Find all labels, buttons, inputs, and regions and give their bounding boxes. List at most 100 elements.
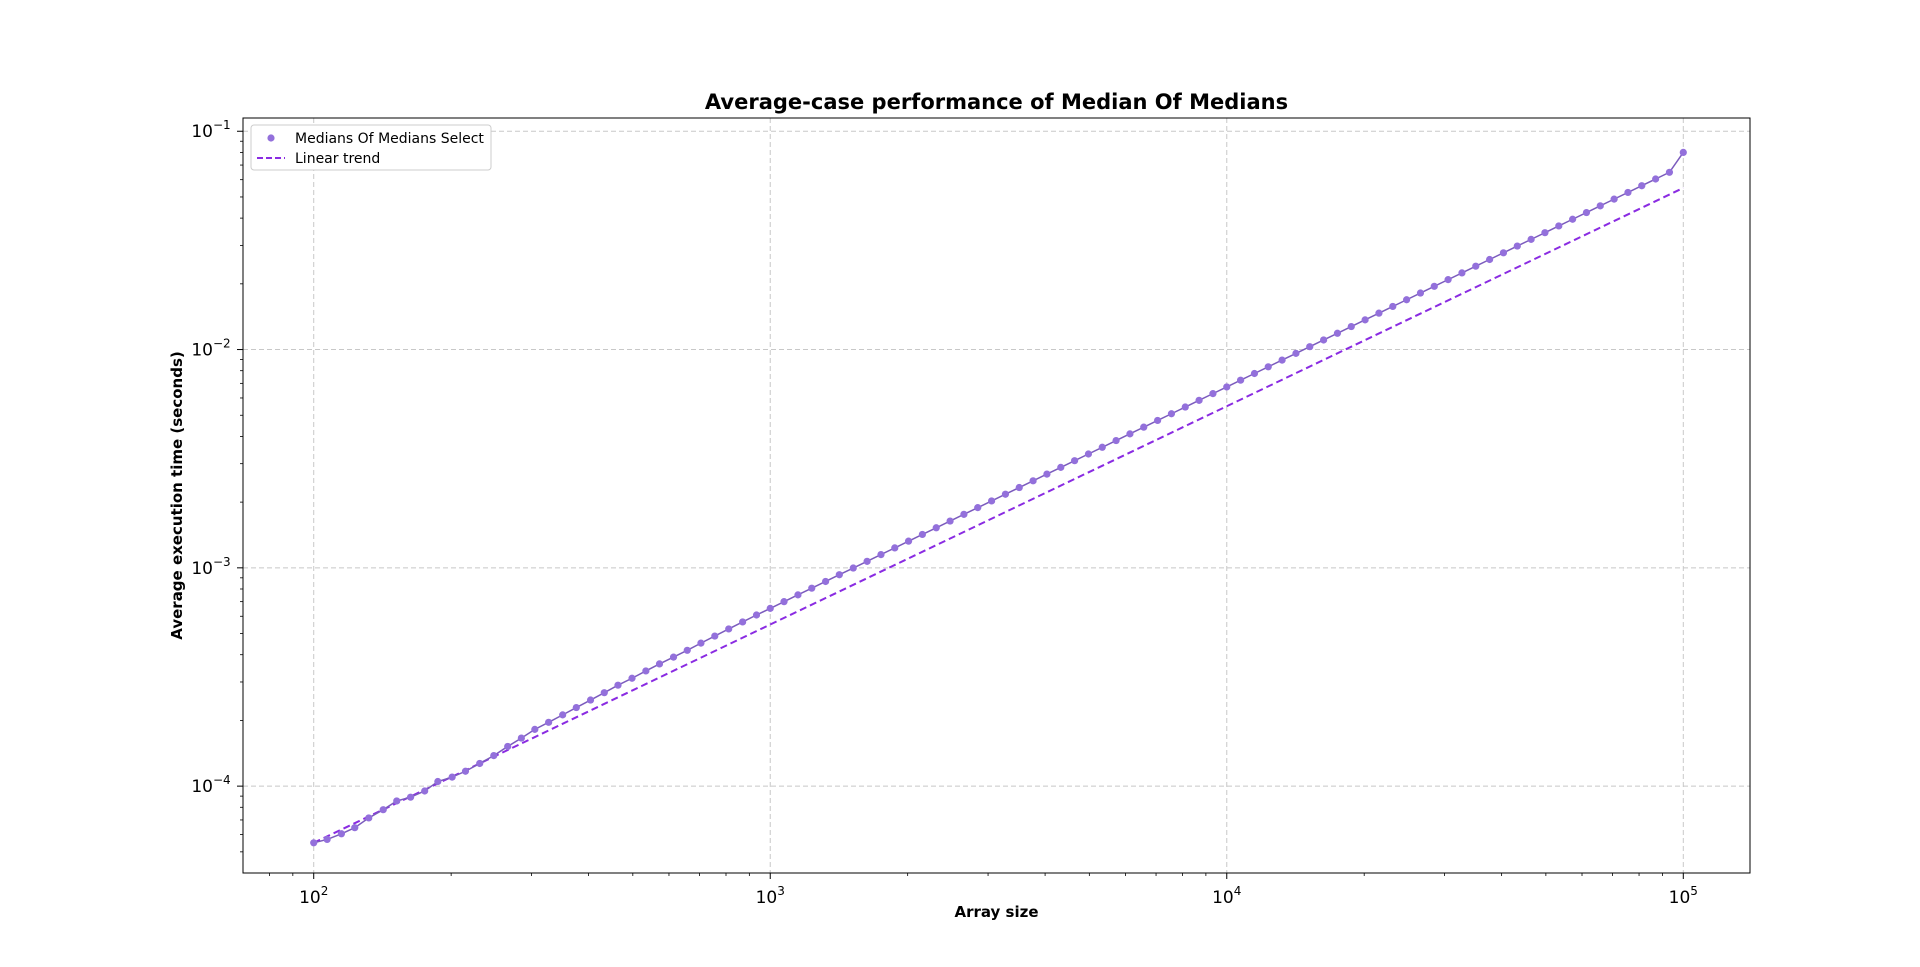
data-point xyxy=(600,689,608,697)
data-point xyxy=(1361,316,1369,324)
x-tick-label: 103 xyxy=(756,884,785,908)
data-point xyxy=(1126,430,1134,438)
data-point xyxy=(946,517,954,525)
chart-title: Average-case performance of Median Of Me… xyxy=(705,90,1288,114)
data-point xyxy=(697,639,705,647)
data-point xyxy=(393,797,401,805)
data-point xyxy=(725,625,733,633)
data-point xyxy=(1237,376,1245,384)
data-point xyxy=(1610,195,1618,203)
data-point xyxy=(1098,443,1106,451)
data-point xyxy=(545,718,553,726)
data-point xyxy=(739,618,747,626)
data-point xyxy=(1043,470,1051,478)
data-point xyxy=(476,759,484,768)
data-point xyxy=(614,681,622,689)
data-point xyxy=(1499,249,1508,257)
x-tick-label: 105 xyxy=(1669,884,1698,908)
grid xyxy=(243,118,1750,873)
data-point xyxy=(517,734,525,742)
data-point xyxy=(960,510,968,518)
data-point xyxy=(504,742,512,751)
data-point xyxy=(1140,423,1148,431)
data-point xyxy=(1333,329,1342,337)
medians-of-medians-line xyxy=(313,151,1684,844)
series-layer xyxy=(310,148,1687,847)
x-tick-label: 104 xyxy=(1212,884,1241,908)
data-point xyxy=(808,584,816,592)
data-point xyxy=(379,806,387,814)
data-point xyxy=(1486,255,1494,264)
y-tick-label: 10−3 xyxy=(191,555,230,579)
data-point xyxy=(1416,289,1425,297)
axis-ticks: 102 103 104 105 10−4 10−3 10−2 10−1 xyxy=(191,118,1698,908)
x-axis-title: Array size xyxy=(954,903,1038,921)
data-point xyxy=(1444,276,1452,284)
legend-marker-medians-of-medians xyxy=(267,134,275,142)
data-point xyxy=(1679,148,1687,156)
y-tick-label: 10−1 xyxy=(191,118,230,142)
data-point xyxy=(1652,175,1660,183)
data-point xyxy=(1582,208,1591,217)
data-point xyxy=(1624,188,1632,197)
x-tick-label: 102 xyxy=(299,884,328,908)
data-point xyxy=(1306,343,1314,351)
data-point xyxy=(1250,369,1259,378)
data-point xyxy=(1264,363,1272,371)
data-point xyxy=(1555,222,1563,230)
data-point xyxy=(1154,416,1162,425)
data-point xyxy=(572,703,580,712)
data-point xyxy=(683,646,691,654)
data-point xyxy=(628,674,636,682)
legend-label-medians-of-medians: Medians Of Medians Select xyxy=(295,131,484,147)
linear-trend-line xyxy=(313,187,1684,844)
data-point xyxy=(406,793,415,801)
legend-box xyxy=(250,124,492,171)
data-point xyxy=(1071,457,1079,465)
data-point xyxy=(586,696,595,704)
data-point xyxy=(794,591,802,599)
y-tick-label: 10−2 xyxy=(191,337,230,361)
data-point xyxy=(1541,229,1549,237)
data-point xyxy=(421,787,429,795)
data-point xyxy=(849,564,857,572)
data-point xyxy=(1057,463,1065,471)
data-point xyxy=(1015,483,1023,492)
data-point xyxy=(904,537,913,545)
data-point xyxy=(1167,410,1176,418)
data-point xyxy=(711,632,719,640)
data-point xyxy=(1665,168,1674,176)
data-point xyxy=(1430,282,1438,290)
data-point xyxy=(863,557,871,565)
data-point xyxy=(531,725,539,733)
data-point xyxy=(1403,296,1411,304)
data-point xyxy=(988,497,996,505)
data-point xyxy=(448,773,456,781)
data-point xyxy=(1596,202,1604,210)
data-point xyxy=(1181,403,1189,411)
data-point xyxy=(1513,242,1521,250)
data-point xyxy=(655,660,664,668)
data-point xyxy=(461,767,470,775)
data-point xyxy=(891,544,899,552)
data-point xyxy=(1375,309,1383,317)
data-point xyxy=(1278,356,1286,364)
data-point xyxy=(752,611,761,619)
data-point xyxy=(1458,269,1466,277)
data-point xyxy=(1209,390,1217,398)
data-point xyxy=(1389,302,1397,311)
data-point xyxy=(1569,215,1577,223)
data-point xyxy=(365,814,373,822)
data-point xyxy=(310,839,318,847)
data-point xyxy=(918,530,926,539)
data-point xyxy=(323,835,331,844)
data-point xyxy=(821,577,830,586)
data-point xyxy=(434,777,442,786)
y-axis-title: Average execution time (seconds) xyxy=(168,351,186,639)
data-point xyxy=(1029,477,1037,485)
data-point xyxy=(559,711,567,719)
data-point xyxy=(780,598,788,606)
data-point xyxy=(1527,235,1535,243)
data-point xyxy=(1223,383,1231,391)
data-point xyxy=(351,824,359,832)
